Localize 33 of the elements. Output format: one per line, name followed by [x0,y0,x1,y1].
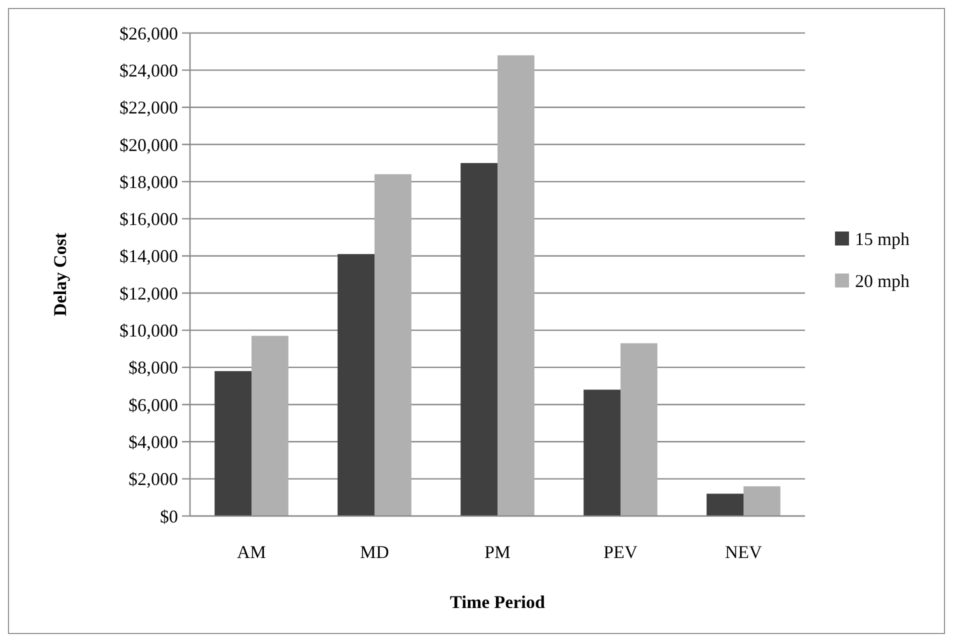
legend-label: 20 mph [855,270,910,291]
y-tick-label: $20,000 [120,134,178,155]
x-tick-label: PEV [603,542,638,562]
y-tick-label: $14,000 [120,246,178,266]
legend-label: 15 mph [855,228,910,249]
bar [214,371,252,516]
bar [744,486,780,516]
y-tick-label: $4,000 [128,432,178,452]
bar [460,163,498,516]
y-tick-label: $0 [160,506,178,526]
x-tick-label: AM [236,542,266,562]
bar [252,336,288,516]
y-tick-label: $24,000 [120,60,178,80]
x-tick-label: PM [484,542,511,562]
bar [338,254,374,516]
y-tick-label: $22,000 [120,98,178,118]
bar [620,343,658,516]
y-axis-title: Delay Cost [50,232,70,316]
y-tick-label: $8,000 [128,358,178,378]
y-tick-label: $16,000 [120,209,178,230]
x-tick-label: NEV [725,542,762,562]
y-tick-label: $12,000 [120,283,178,304]
y-tick-label: $18,000 [120,172,178,192]
y-tick-label: $6,000 [128,394,178,415]
bar [706,494,744,516]
bar [498,55,534,516]
bar [584,390,620,516]
y-tick-label: $26,000 [120,23,178,44]
x-axis-title: Time Period [450,592,546,612]
x-tick-label: MD [360,542,390,562]
y-tick-label: $2,000 [128,469,178,490]
y-tick-label: $10,000 [120,320,178,341]
bar [374,174,412,516]
